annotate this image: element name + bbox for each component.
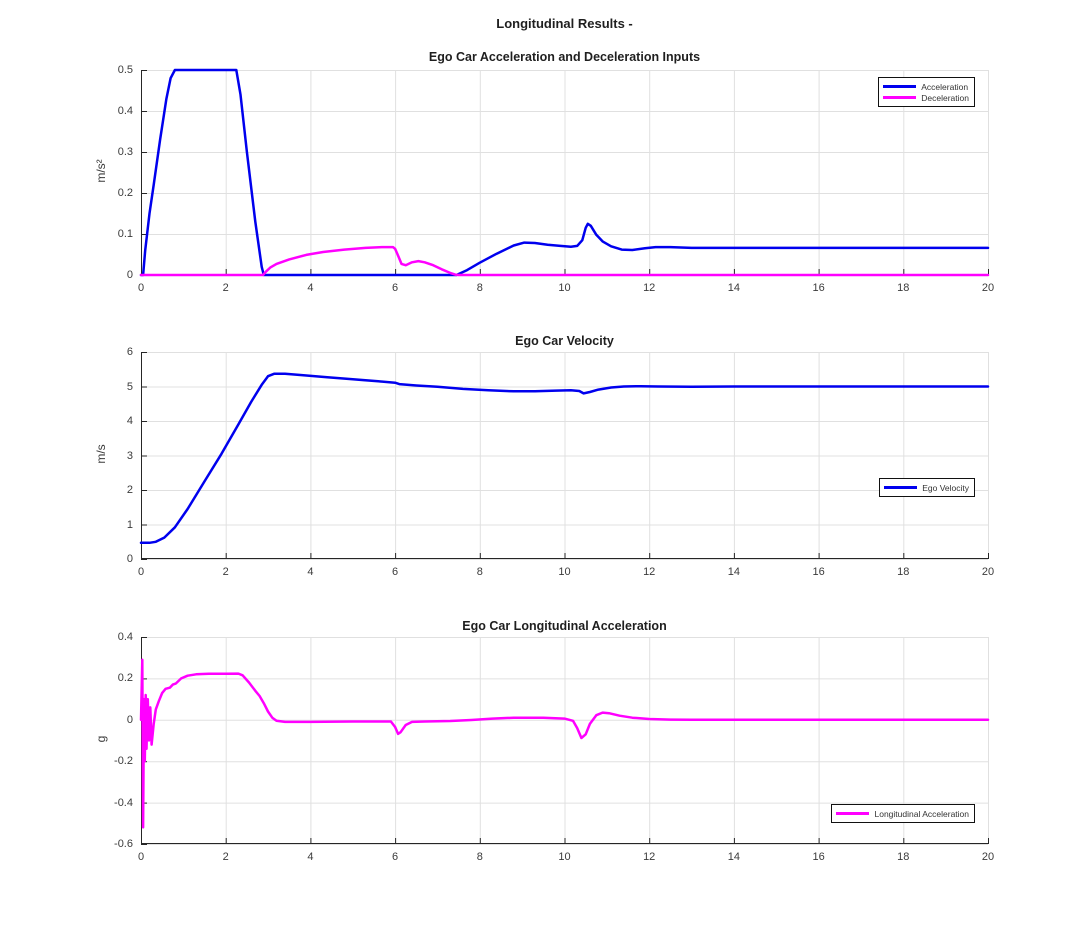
x-tick-label: 2 (222, 282, 229, 294)
legend-line-swatch (836, 812, 870, 815)
legend-line-swatch (883, 96, 917, 99)
y-tick-label: -0.2 (114, 755, 133, 768)
series-line-acceleration (139, 68, 990, 277)
legend-box: Acceleration Deceleration (878, 77, 975, 107)
x-tick-label: 12 (643, 566, 656, 578)
y-tick-label: 0.5 (117, 64, 133, 76)
x-tick-label: 16 (812, 282, 825, 294)
y-tick-label: 0.1 (117, 228, 133, 240)
x-tick-label: 12 (643, 851, 656, 863)
x-tick-label: 14 (727, 851, 741, 863)
x-tick-label: 0 (137, 566, 145, 578)
legend-entry: Deceleration (883, 92, 969, 103)
x-tick-label: 20 (981, 566, 995, 578)
y-tick-label: 0.2 (117, 187, 133, 199)
subplot2-ego-velocity: 0 2 4 6 8 10 12 14 16 18 20 0 1 2 3 4 5 6 Ego Velocity (127, 346, 994, 578)
legend-entry: Ego Velocity (884, 482, 969, 493)
y-tick-label: -0.6 (114, 838, 133, 850)
legend-label: Deceleration (921, 92, 969, 103)
x-tick-label: 4 (307, 566, 314, 578)
y-tick-label: 0.4 (117, 105, 133, 117)
y-tick-label: 5 (126, 380, 133, 393)
x-tick-label: 0 (137, 282, 145, 294)
y-tick-label: 0 (126, 269, 133, 281)
figure-title: Longitudinal Results - (496, 16, 633, 31)
y-tick-label: 3 (126, 449, 133, 462)
y-tick-label: 0.4 (117, 631, 133, 643)
subplot2-title: Ego Car Velocity (515, 334, 614, 348)
legend-label: Longitudinal Acceleration (874, 808, 969, 819)
x-tick-label: 10 (558, 566, 571, 578)
x-tick-label: 16 (812, 851, 825, 863)
legend-line-swatch (883, 85, 917, 88)
y-tick-label: 0.3 (117, 146, 133, 158)
x-tick-label: 2 (222, 851, 229, 863)
x-tick-label: 12 (643, 282, 656, 294)
x-tick-label: 4 (307, 851, 314, 863)
x-tick-label: 18 (897, 851, 910, 863)
series-line-deceleration (139, 245, 990, 277)
x-tick-label: 16 (812, 566, 825, 578)
x-tick-label: 10 (558, 282, 571, 294)
y-tick-label: 1 (126, 518, 133, 531)
x-tick-label: 8 (476, 566, 483, 578)
legend-entry: Longitudinal Acceleration (836, 808, 969, 819)
series-line-longitudinal-acceleration (139, 658, 990, 829)
plot-canvas (139, 68, 990, 277)
legend-box: Ego Velocity (879, 478, 975, 497)
y-tick-label: 0.2 (117, 672, 133, 685)
y-tick-label: 6 (126, 346, 133, 358)
x-tick-label: 14 (727, 566, 741, 578)
y-tick-label: -0.4 (114, 796, 133, 809)
subplot1-title: Ego Car Acceleration and Deceleration In… (428, 50, 701, 64)
legend-line-swatch (884, 486, 918, 489)
x-tick-label: 18 (897, 282, 910, 294)
x-tick-label: 14 (727, 282, 741, 294)
legend-label: Acceleration (921, 81, 969, 92)
x-tick-label: 8 (476, 282, 483, 294)
y-tick-label: 4 (126, 415, 133, 427)
subplot3-title: Ego Car Longitudinal Acceleration (462, 619, 667, 633)
x-tick-label: 18 (897, 566, 910, 578)
x-tick-label: 8 (476, 851, 483, 863)
x-tick-label: 10 (558, 851, 571, 863)
x-tick-label: 6 (392, 851, 399, 863)
x-tick-label: 20 (981, 851, 995, 863)
y-tick-label: 2 (126, 484, 133, 496)
x-tick-label: 6 (392, 566, 399, 578)
legend-label: Ego Velocity (922, 482, 969, 493)
series-line-ego-velocity (139, 372, 990, 545)
subplot1-acceleration-inputs: 0 2 4 6 8 10 12 14 16 18 20 0 0.1 0.2 0.3 0.4 0.5 Acceler… (118, 64, 994, 294)
x-tick-label: 20 (981, 282, 995, 294)
y-tick-label: 0 (126, 553, 133, 565)
x-tick-label: 6 (392, 282, 399, 294)
subplot3-longitudinal-acceleration: 0 2 4 6 8 10 12 14 16 18 20 -0.6 -0.4 -0.2 0 0.2 0.4 Long… (114, 631, 994, 863)
x-tick-label: 4 (307, 282, 314, 294)
plot-canvas (139, 637, 990, 845)
plot-canvas (139, 352, 990, 560)
legend-entry: Acceleration (883, 81, 969, 92)
x-tick-label: 2 (222, 566, 229, 578)
legend-box: Longitudinal Acceleration (831, 804, 975, 823)
y-tick-label: 0 (126, 713, 133, 726)
x-tick-label: 0 (137, 851, 145, 863)
